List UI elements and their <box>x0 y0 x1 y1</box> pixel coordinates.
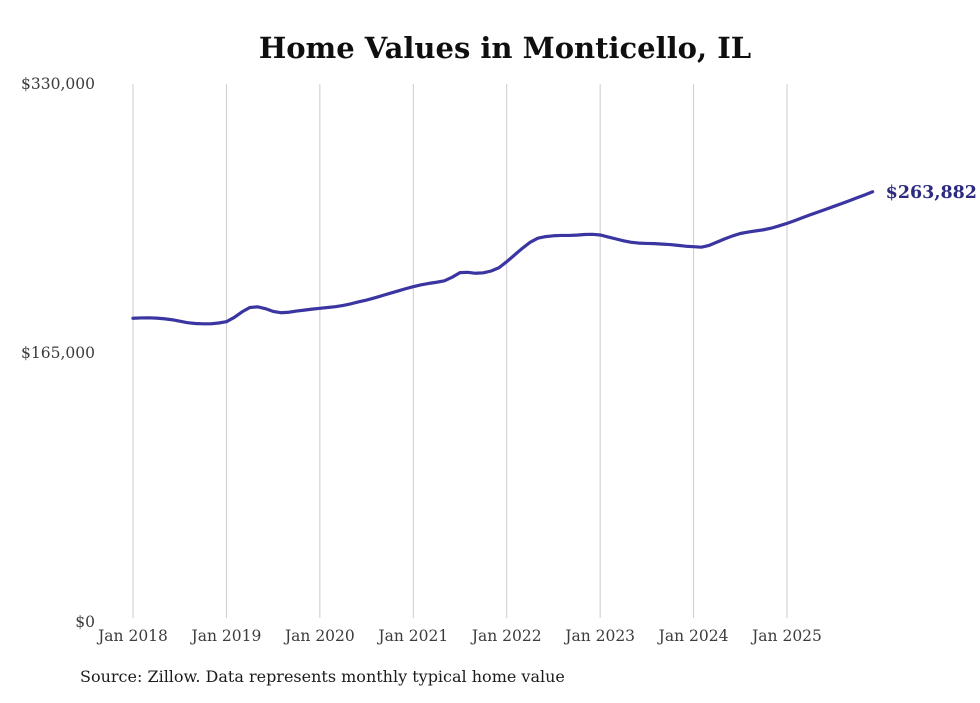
x-axis-tick-label: Jan 2018 <box>96 627 168 645</box>
source-note: Source: Zillow. Data represents monthly … <box>80 667 565 686</box>
y-axis-tick-label: $330,000 <box>21 75 95 93</box>
y-axis-tick-labels: $0 $165,000 $330,000 <box>21 75 95 631</box>
end-value-label: $263,882 <box>886 183 977 203</box>
x-axis-tick-labels: Jan 2018 Jan 2019 Jan 2020 Jan 2021 Jan 2022… <box>96 627 822 645</box>
home-value-line <box>131 190 875 326</box>
x-axis-tick-label: Jan 2021 <box>376 627 448 645</box>
x-axis-tick-label: Jan 2024 <box>657 627 729 645</box>
x-axis-tick-label: Jan 2025 <box>750 627 822 645</box>
x-axis-tick-label: Jan 2022 <box>470 627 542 645</box>
y-axis-tick-label: $165,000 <box>21 344 95 362</box>
x-axis-tick-label: Jan 2019 <box>190 627 262 645</box>
x-axis-tick-label: Jan 2023 <box>563 627 635 645</box>
chart-title: Home Values in Monticello, IL <box>259 31 751 65</box>
gridlines-group <box>132 84 788 618</box>
y-axis-tick-label: $0 <box>75 613 95 631</box>
x-axis-tick-label: Jan 2020 <box>283 627 355 645</box>
